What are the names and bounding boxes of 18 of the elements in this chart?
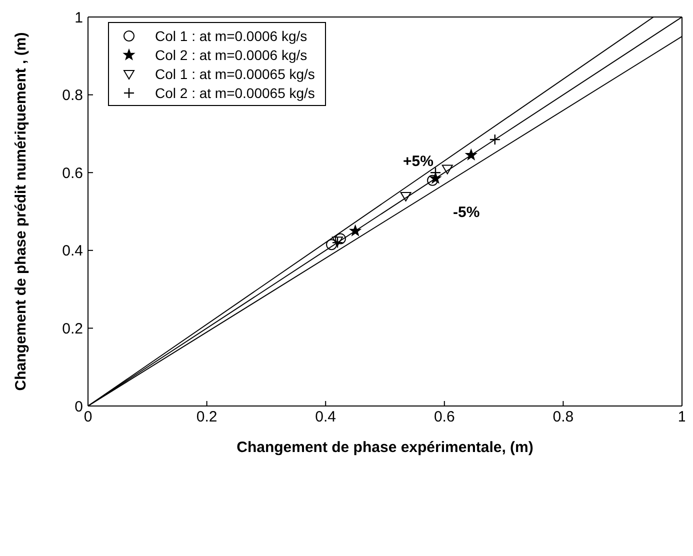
legend-label: Col 1 : at m=0.0006 kg/s (155, 28, 308, 44)
x-tick-label: 0.2 (196, 408, 218, 426)
annotation: -5% (453, 204, 480, 221)
legend-label: Col 1 : at m=0.00065 kg/s (155, 66, 315, 82)
legend-label: Col 2 : at m=0.00065 kg/s (155, 84, 315, 100)
legend-label: Col 2 : at m=0.0006 kg/s (155, 46, 308, 62)
y-tick-label: 0.6 (62, 164, 83, 182)
y-tick-label: 1 (74, 9, 83, 26)
y-tick-label: 0.4 (62, 242, 83, 260)
x-tick-label: 0.6 (434, 408, 455, 426)
x-tick-label: 0.8 (552, 408, 574, 426)
annotation: +5% (403, 153, 434, 170)
y-tick-label: 0.8 (62, 87, 83, 104)
x-tick-label: 0.4 (315, 408, 336, 426)
y-tick-label: 0.2 (62, 320, 83, 338)
x-axis-title: Changement de phase expérimentale, (m) (236, 439, 534, 456)
y-axis-title: Changement de phase prédit numériquement , (m) (12, 32, 30, 391)
x-tick-label: 1 (678, 408, 686, 426)
